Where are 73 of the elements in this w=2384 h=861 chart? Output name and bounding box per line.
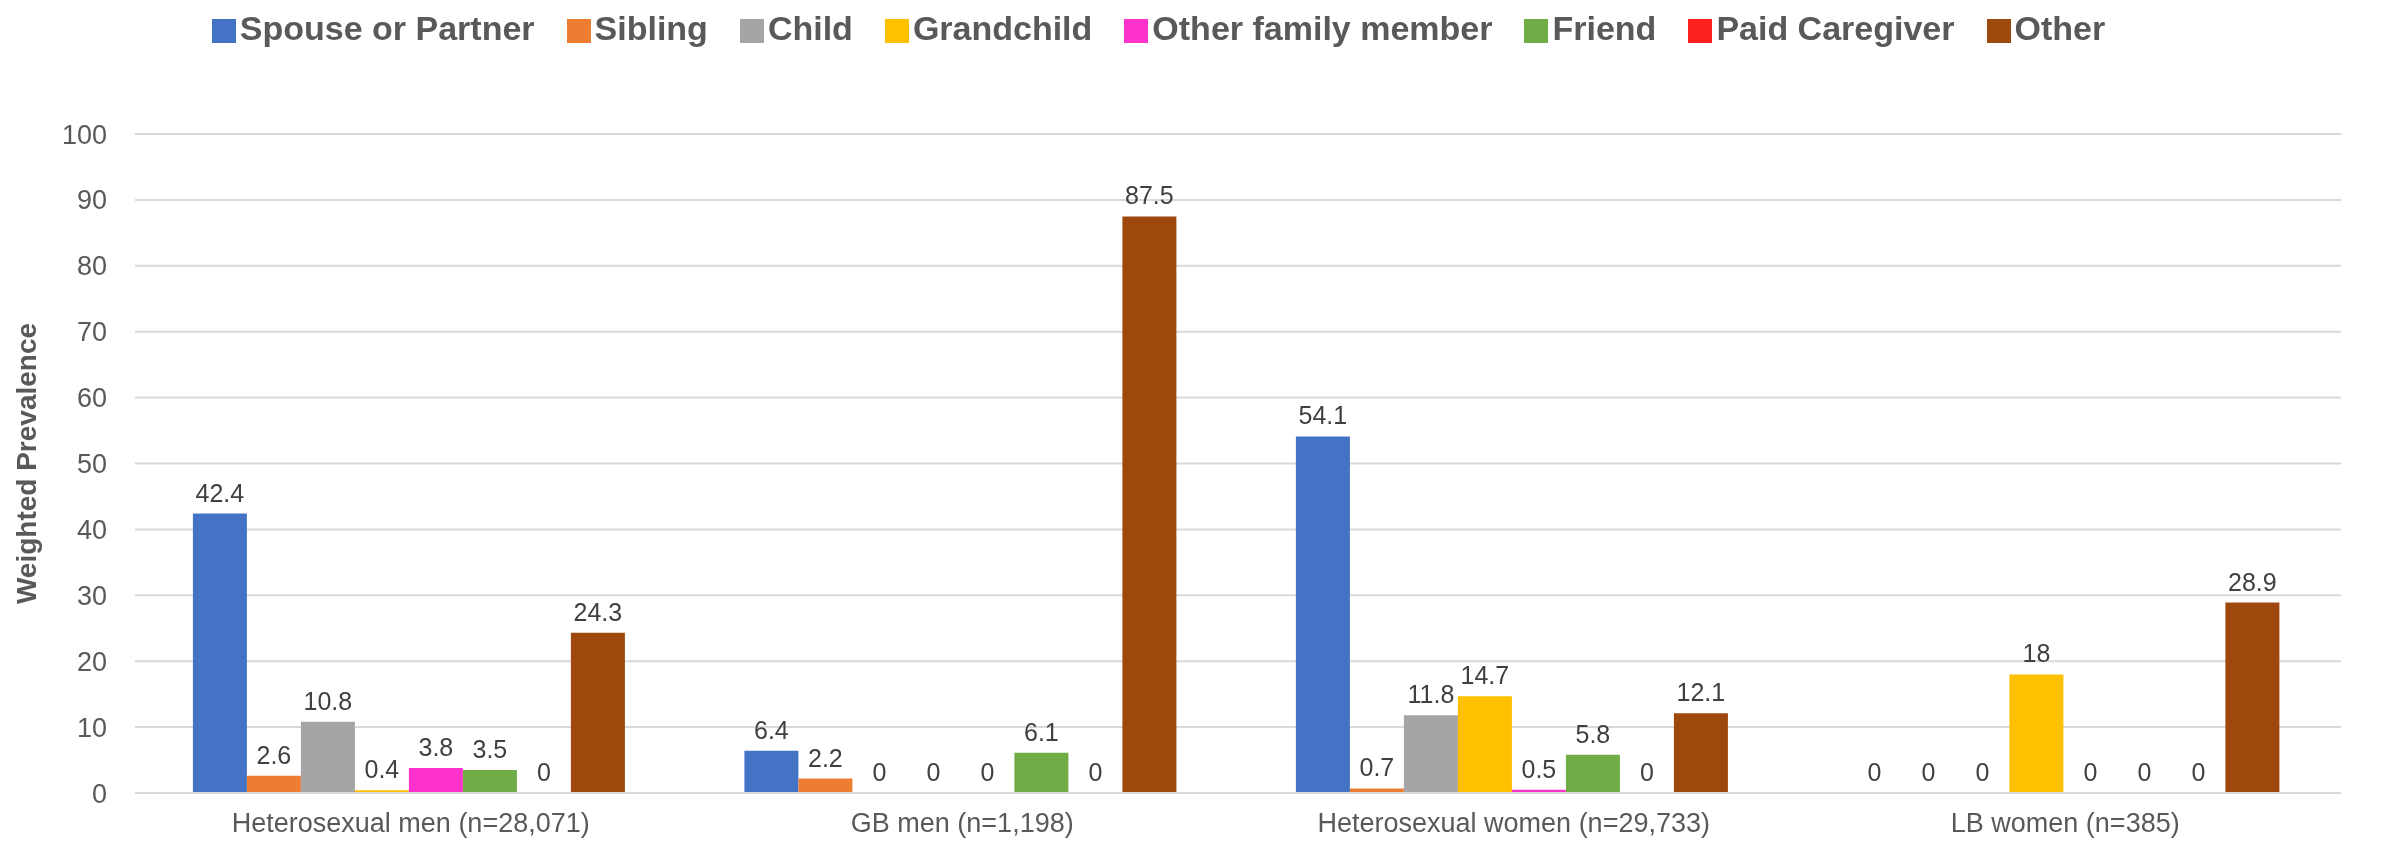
data-label: 0 xyxy=(926,757,941,786)
bar xyxy=(1403,715,1458,793)
data-label: 42.4 xyxy=(195,478,245,507)
data-label: 0 xyxy=(1975,757,1990,786)
y-tick-label: 40 xyxy=(76,514,107,545)
bar xyxy=(462,769,517,793)
y-tick-label: 80 xyxy=(76,251,107,282)
data-label: 3.5 xyxy=(472,734,508,763)
bar xyxy=(2009,674,2064,793)
data-label: 87.5 xyxy=(1125,181,1174,210)
legend-label: Other xyxy=(2014,9,2106,47)
y-tick-label: 20 xyxy=(76,646,107,677)
y-tick-label: 10 xyxy=(76,712,107,743)
bar xyxy=(1295,436,1350,793)
data-label: 11.8 xyxy=(1407,680,1455,709)
data-label: 28.9 xyxy=(2228,567,2277,596)
data-label: 0 xyxy=(2191,757,2206,786)
data-label: 24.3 xyxy=(573,597,623,626)
data-label: 12.1 xyxy=(1676,678,1726,707)
legend-label: Other family member xyxy=(1152,9,1493,47)
data-label: 5.8 xyxy=(1575,719,1611,748)
data-label: 6.4 xyxy=(754,715,789,744)
data-label: 0.7 xyxy=(1359,753,1395,782)
x-tick-label: GB men (n=1,198) xyxy=(850,808,1074,839)
y-tick-label: 50 xyxy=(76,449,107,480)
legend-label: Sibling xyxy=(594,9,708,47)
bar xyxy=(744,750,799,793)
data-label: 54.1 xyxy=(1298,401,1348,430)
data-label: 18 xyxy=(2022,639,2051,668)
data-label: 0 xyxy=(1867,757,1882,786)
bar xyxy=(570,632,625,793)
data-label: 2.2 xyxy=(808,743,843,772)
data-label: 2.6 xyxy=(256,740,292,769)
bar xyxy=(2225,602,2280,793)
x-tick-label: LB women (n=385) xyxy=(1950,808,2180,839)
bar xyxy=(300,721,355,793)
x-tick-label: Heterosexual women (n=29,733) xyxy=(1317,808,1710,839)
bar xyxy=(1457,696,1512,793)
bar xyxy=(1565,754,1620,793)
legend-label: Child xyxy=(767,9,853,47)
bar xyxy=(1122,216,1177,793)
legend-label: Spouse or Partner xyxy=(239,9,535,47)
y-tick-label: 30 xyxy=(76,580,107,611)
data-label: 0 xyxy=(872,757,887,786)
legend-label: Grandchild xyxy=(912,9,1093,47)
legend-label: Paid Caregiver xyxy=(1716,9,1955,47)
bar xyxy=(1014,752,1069,793)
bar xyxy=(408,767,463,793)
y-tick-label: 100 xyxy=(61,119,107,150)
y-axis-title: Weighted Prevalence xyxy=(10,322,42,605)
bar xyxy=(246,775,301,793)
bar xyxy=(192,513,247,793)
data-label: 0 xyxy=(1639,757,1654,786)
data-label: 0 xyxy=(536,757,551,786)
data-label: 0 xyxy=(980,757,995,786)
x-tick-label: Heterosexual men (n=28,071) xyxy=(231,808,590,839)
data-label: 0 xyxy=(1921,757,1936,786)
data-label: 0 xyxy=(2137,757,2152,786)
y-tick-label: 70 xyxy=(76,317,107,348)
bar xyxy=(1673,713,1728,793)
data-label: 0.5 xyxy=(1521,754,1557,783)
y-tick-label: 0 xyxy=(91,778,107,809)
data-label: 6.1 xyxy=(1024,717,1059,746)
data-label: 0.4 xyxy=(364,755,400,784)
data-label: 14.7 xyxy=(1460,661,1510,690)
data-label: 0 xyxy=(1088,757,1103,786)
y-tick-label: 60 xyxy=(76,383,107,414)
y-tick-label: 90 xyxy=(76,185,107,216)
bar xyxy=(798,778,853,793)
data-label: 3.8 xyxy=(418,732,454,761)
legend-label: Friend xyxy=(1552,9,1657,47)
data-label: 0 xyxy=(2083,757,2098,786)
data-label: 10.8 xyxy=(303,686,353,715)
